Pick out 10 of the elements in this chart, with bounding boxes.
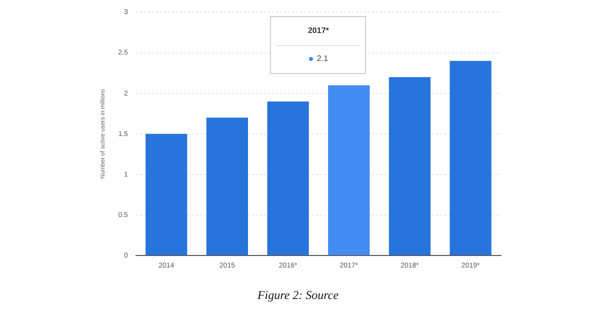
bar [267, 101, 309, 256]
annotation: 2.1 [316, 54, 328, 64]
bar [328, 85, 370, 256]
bar [450, 60, 492, 256]
bar [146, 134, 188, 256]
bar [388, 77, 431, 256]
bar [206, 118, 248, 256]
caption: Figure 2: Source [256, 288, 340, 303]
popup-box: 2017* 2.1 [270, 16, 366, 74]
annotation: 2017* [276, 17, 360, 46]
